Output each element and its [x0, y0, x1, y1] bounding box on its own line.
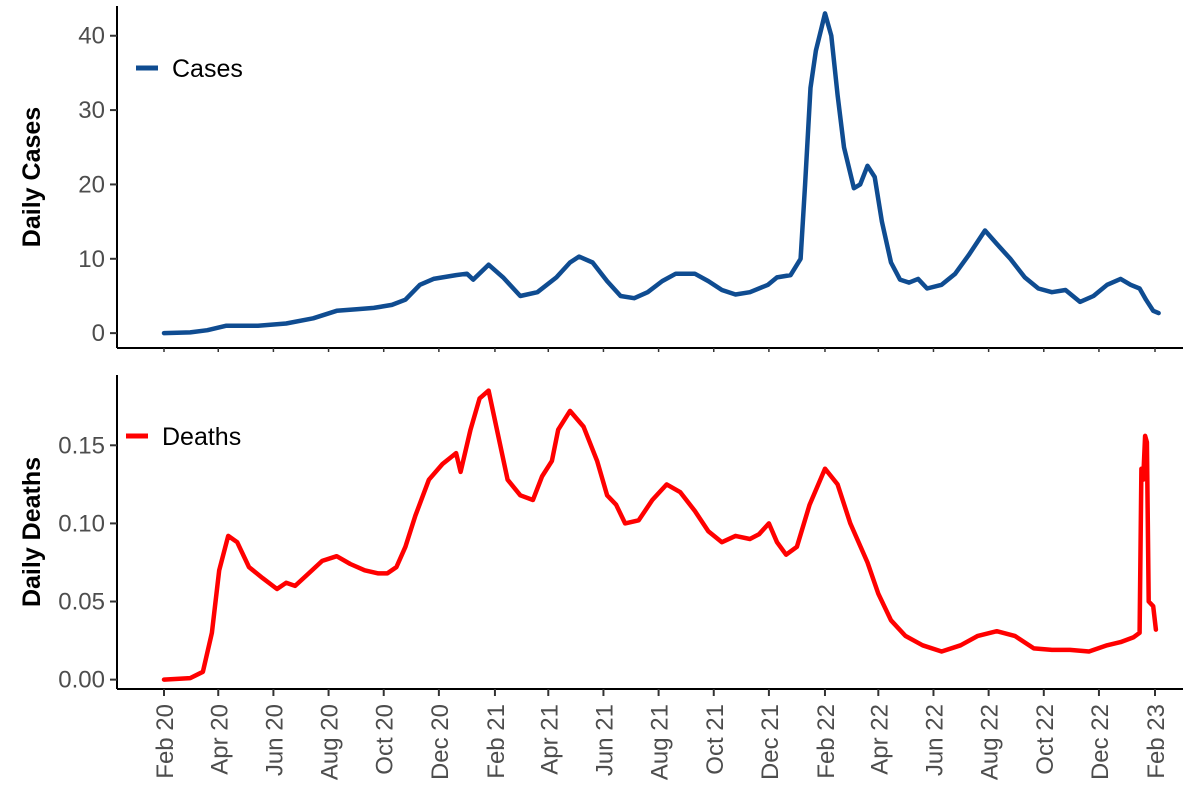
- x-tick-label: Oct 21: [702, 704, 729, 775]
- y-tick-label: 0.10: [58, 510, 105, 537]
- x-tick-label: Dec 21: [757, 704, 784, 780]
- x-tick-label: Apr 22: [866, 704, 893, 775]
- x-tick-label: Feb 20: [152, 704, 179, 779]
- x-tick-label: Jun 21: [591, 704, 618, 776]
- x-tick-label: Feb 21: [483, 704, 510, 779]
- x-tick-label: Jun 22: [922, 704, 949, 776]
- x-axis: Feb 20 Apr 20 Jun 20 Aug 20 Oct 20 Dec 20 Feb …: [152, 348, 1170, 780]
- x-tick-label: Oct 20: [372, 704, 399, 775]
- legend-label: Cases: [172, 55, 243, 83]
- y-tick-label: 40: [78, 23, 105, 50]
- x-tick-label: Feb 23: [1143, 704, 1170, 779]
- y-tick-label: 0.15: [58, 432, 105, 459]
- y-tick-label: 10: [78, 246, 105, 273]
- y-tick-label: 20: [78, 171, 105, 198]
- legend-label: Deaths: [162, 423, 241, 451]
- x-tick-label: Apr 20: [206, 704, 233, 775]
- x-tick-label: Aug 22: [977, 704, 1004, 780]
- y-tick-label: 0.00: [58, 667, 105, 694]
- deaths-panel: 0.00 0.05 0.10 0.15 Daily Deaths Deaths: [18, 375, 1183, 694]
- y-tick-label: 0: [92, 320, 105, 347]
- x-tick-label: Jun 20: [261, 704, 288, 776]
- x-tick-label: Apr 21: [536, 704, 563, 775]
- y-axis-title: Daily Deaths: [18, 457, 46, 607]
- x-tick-label: Aug 20: [317, 704, 344, 780]
- x-tick-label: Feb 22: [813, 704, 840, 779]
- y-tick-label: 30: [78, 97, 105, 124]
- y-tick-label: 0.05: [58, 589, 105, 616]
- cases-panel: 0 10 20 30 40 Daily Cases Cases: [18, 6, 1183, 349]
- x-tick-label: Dec 22: [1087, 704, 1114, 780]
- series-line-cases: [161, 11, 1161, 336]
- series-line-deaths: [161, 388, 1159, 682]
- x-tick-label: Dec 20: [427, 704, 454, 780]
- x-tick-label: Aug 21: [647, 704, 674, 780]
- x-tick-label: Oct 22: [1032, 704, 1059, 775]
- y-axis-title: Daily Cases: [18, 107, 46, 247]
